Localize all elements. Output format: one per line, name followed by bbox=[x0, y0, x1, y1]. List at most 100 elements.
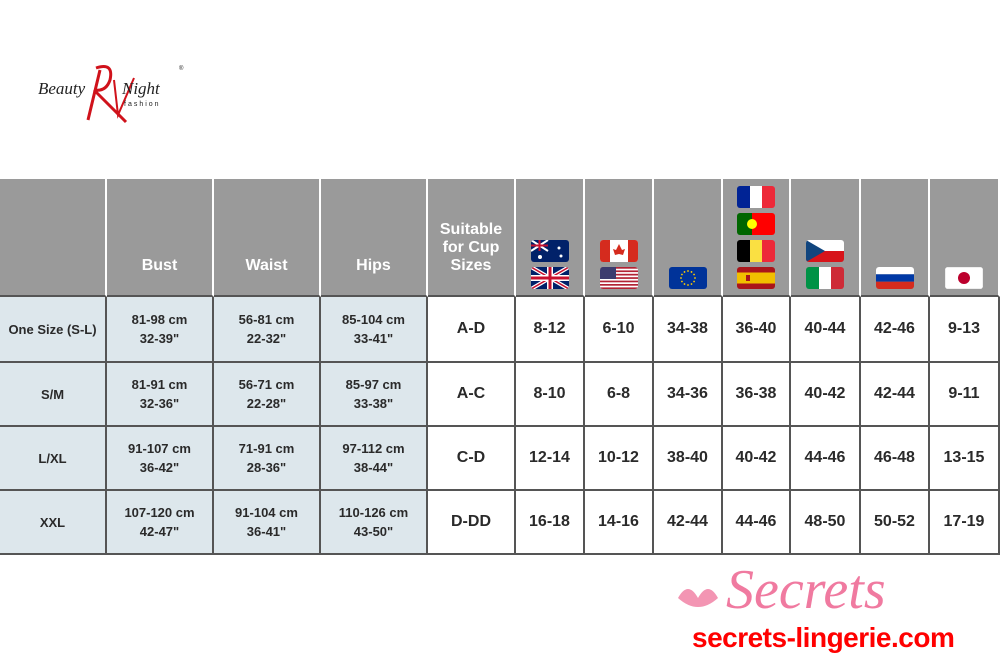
cup-value: D-DD bbox=[451, 513, 491, 530]
hips-cell: 85-104 cm 33-41" bbox=[321, 297, 428, 363]
size-value: 17-19 bbox=[943, 513, 985, 530]
bust-cm: 81-98 cm bbox=[131, 312, 188, 327]
size-value: 42-44 bbox=[874, 385, 915, 402]
conversion-cell: 48-50 bbox=[791, 491, 861, 555]
bust-cell: 81-98 cm 32-39" bbox=[107, 297, 214, 363]
conversion-cell: 38-40 bbox=[654, 427, 723, 491]
size-label: S/M bbox=[40, 386, 65, 402]
united-states-flag-icon bbox=[599, 267, 638, 289]
conversion-cell: 46-48 bbox=[861, 427, 930, 491]
waist-inches: 28-36" bbox=[246, 460, 287, 475]
conversion-cell: 13-15 bbox=[930, 427, 1000, 491]
waist-cell: 71-91 cm 28-36" bbox=[214, 427, 321, 491]
header-corner bbox=[0, 179, 107, 297]
svg-text:Beauty: Beauty bbox=[38, 79, 86, 98]
cup-cell: C-D bbox=[428, 427, 516, 491]
bust-inches: 32-36" bbox=[139, 396, 180, 411]
waist-cm: 56-71 cm bbox=[238, 377, 295, 392]
conversion-cell: 8-12 bbox=[516, 297, 585, 363]
conversion-cell: 50-52 bbox=[861, 491, 930, 555]
size-value: 12-14 bbox=[529, 449, 570, 466]
svg-text:Night: Night bbox=[121, 79, 161, 98]
hips-cm: 97-112 cm bbox=[342, 441, 405, 456]
header-flags-col bbox=[930, 179, 1000, 297]
hips-inches: 33-41" bbox=[353, 331, 394, 346]
japan-flag-icon bbox=[945, 267, 983, 289]
portugal-flag-icon bbox=[737, 213, 775, 235]
cup-value: C-D bbox=[456, 449, 486, 466]
bust-cell: 91-107 cm 36-42" bbox=[107, 427, 214, 491]
size-value: 13-15 bbox=[943, 449, 985, 466]
conversion-cell: 40-42 bbox=[791, 363, 861, 427]
size-cell: L/XL bbox=[0, 427, 107, 491]
bust-inches: 36-42" bbox=[139, 460, 180, 475]
waist-cell: 56-71 cm 22-28" bbox=[214, 363, 321, 427]
conversion-cell: 44-46 bbox=[723, 491, 791, 555]
bust-cm: 81-91 cm bbox=[131, 377, 188, 392]
australia-flag-icon bbox=[530, 240, 569, 262]
header-hips: Hips bbox=[321, 179, 428, 297]
spain-flag-icon bbox=[737, 267, 775, 289]
hips-inches: 33-38" bbox=[353, 396, 394, 411]
waist-inches: 22-28" bbox=[246, 396, 287, 411]
size-value: 40-42 bbox=[804, 385, 846, 402]
header-label: Hips bbox=[356, 257, 391, 274]
size-cell: S/M bbox=[0, 363, 107, 427]
size-value: 42-44 bbox=[667, 513, 708, 530]
size-value: 8-12 bbox=[533, 320, 566, 337]
conversion-cell: 9-11 bbox=[930, 363, 1000, 427]
conversion-cell: 36-40 bbox=[723, 297, 791, 363]
conversion-cell: 34-38 bbox=[654, 297, 723, 363]
header-flags-col bbox=[723, 179, 791, 297]
website-url: secrets-lingerie.com bbox=[692, 622, 955, 653]
header-label: Bust bbox=[141, 257, 178, 274]
size-label: One Size (S-L) bbox=[8, 321, 97, 337]
size-value: 6-8 bbox=[606, 385, 631, 402]
hips-cm: 85-97 cm bbox=[345, 377, 402, 392]
size-value: 14-16 bbox=[598, 513, 639, 530]
svg-text:fashion: fashion bbox=[124, 101, 161, 108]
size-value: 16-18 bbox=[529, 513, 570, 530]
conversion-cell: 44-46 bbox=[791, 427, 861, 491]
header-label: Waist bbox=[245, 257, 288, 274]
bust-cell: 81-91 cm 32-36" bbox=[107, 363, 214, 427]
header-flags-col bbox=[585, 179, 654, 297]
conversion-cell: 42-44 bbox=[654, 491, 723, 555]
conversion-cell: 36-38 bbox=[723, 363, 791, 427]
size-value: 34-38 bbox=[667, 320, 708, 337]
conversion-cell: 10-12 bbox=[585, 427, 654, 491]
size-value: 9-13 bbox=[947, 320, 981, 337]
header-waist: Waist bbox=[214, 179, 321, 297]
header-flags-col bbox=[861, 179, 930, 297]
size-value: 36-38 bbox=[735, 385, 777, 402]
conversion-cell: 8-10 bbox=[516, 363, 585, 427]
size-cell: XXL bbox=[0, 491, 107, 555]
european-union-flag-icon bbox=[668, 267, 707, 289]
bust-cell: 107-120 cm 42-47" bbox=[107, 491, 214, 555]
conversion-cell: 9-13 bbox=[930, 297, 1000, 363]
bust-inches: 32-39" bbox=[139, 331, 180, 346]
hips-inches: 43-50" bbox=[353, 524, 394, 539]
conversion-cell: 42-44 bbox=[861, 363, 930, 427]
size-value: 40-42 bbox=[735, 449, 777, 466]
watermark-script: Secrets bbox=[726, 559, 886, 618]
size-value: 46-48 bbox=[874, 449, 915, 466]
conversion-cell: 34-36 bbox=[654, 363, 723, 427]
conversion-cell: 12-14 bbox=[516, 427, 585, 491]
header-label: Suitable for Cup Sizes bbox=[439, 221, 503, 274]
size-value: 38-40 bbox=[667, 449, 708, 466]
hips-cell: 97-112 cm 38-44" bbox=[321, 427, 428, 491]
waist-inches: 22-32" bbox=[246, 331, 287, 346]
size-value: 42-46 bbox=[874, 320, 915, 337]
bust-inches: 42-47" bbox=[139, 524, 180, 539]
header-flags-col bbox=[654, 179, 723, 297]
size-value: 40-44 bbox=[804, 320, 846, 337]
size-value: 44-46 bbox=[735, 513, 777, 530]
svg-text:®: ® bbox=[179, 65, 184, 72]
canada-flag-icon bbox=[599, 240, 638, 262]
italy-flag-icon bbox=[806, 267, 844, 289]
hips-cm: 110-126 cm bbox=[338, 505, 409, 520]
waist-cm: 91-104 cm bbox=[235, 505, 298, 520]
bust-cm: 107-120 cm bbox=[124, 505, 195, 520]
cup-cell: A-D bbox=[428, 297, 516, 363]
